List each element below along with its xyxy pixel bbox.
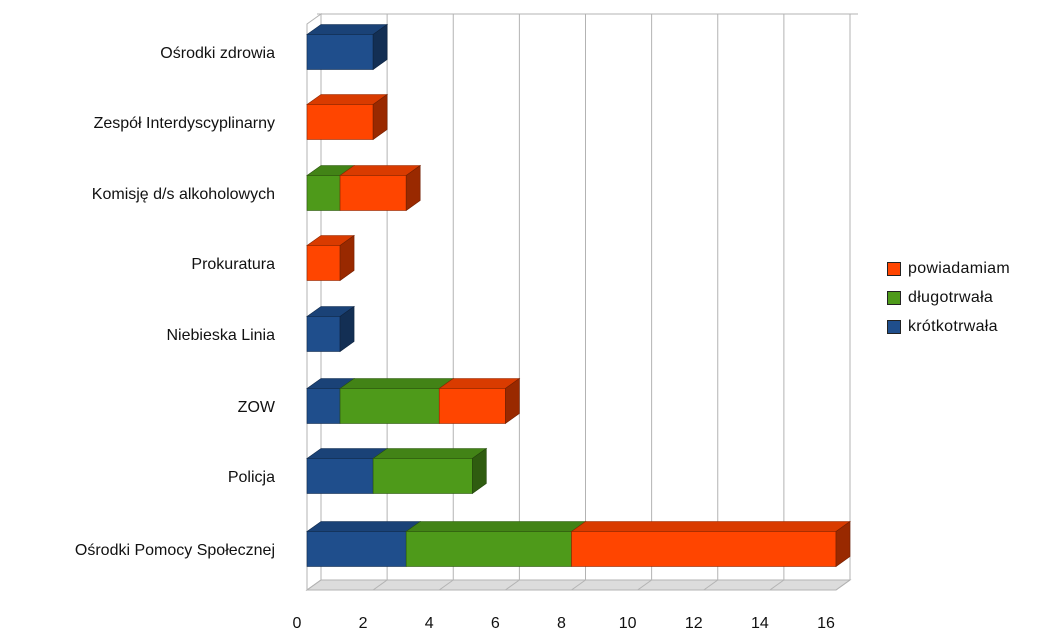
x-tick-label-8: 8 bbox=[557, 615, 566, 632]
y-category-label-prokuratura: Prokuratura bbox=[191, 256, 275, 273]
x-tick-label-0: 0 bbox=[293, 615, 302, 632]
chart-bars bbox=[307, 25, 850, 567]
bar-osrodki-pomocy-spolecznej-powiadamiam-top bbox=[572, 522, 851, 532]
x-tick-label-6: 6 bbox=[491, 615, 500, 632]
legend-label-dlugotrwala: długotrwała bbox=[908, 289, 993, 307]
bar-zow-powiadamiam bbox=[439, 389, 505, 424]
chart-axes bbox=[307, 14, 850, 590]
bar-osrodki-pomocy-spolecznej-powiadamiam bbox=[572, 532, 837, 567]
chart-grid bbox=[317, 14, 858, 580]
bar-policja-dlugotrwala bbox=[373, 459, 472, 494]
bar-komisje-d-s-alkoholowych-dlugotrwala bbox=[307, 176, 340, 211]
y-category-label-osrodki-pomocy-spolecznej: Ośrodki Pomocy Społecznej bbox=[75, 542, 275, 559]
bar-komisje-d-s-alkoholowych-powiadamiam bbox=[340, 176, 406, 211]
bar-osrodki-pomocy-spolecznej-krotkotrwala-top bbox=[307, 522, 420, 532]
y-category-label-policja: Policja bbox=[228, 469, 275, 486]
legend-item-dlugotrwala: długotrwała bbox=[887, 283, 1010, 312]
y-category-label-komisje-d-s-alkoholowych: Komisję d/s alkoholowych bbox=[92, 186, 275, 203]
x-tick-label-10: 10 bbox=[619, 615, 637, 632]
bar-prokuratura-powiadamiam bbox=[307, 246, 340, 281]
bar-policja-krotkotrwala bbox=[307, 459, 373, 494]
legend-label-krotkotrwala: krótkotrwała bbox=[908, 318, 998, 336]
bar-zow-krotkotrwala bbox=[307, 389, 340, 424]
legend-item-krotkotrwala: krótkotrwała bbox=[887, 312, 1010, 341]
x-tick-label-12: 12 bbox=[685, 615, 703, 632]
y-category-label-osrodki-zdrowia: Ośrodki zdrowia bbox=[160, 45, 275, 62]
legend-swatch-krotkotrwala bbox=[887, 320, 901, 334]
x-tick-label-16: 16 bbox=[817, 615, 835, 632]
y-category-label-zespol-interdyscyplinarny: Zespół Interdyscyplinarny bbox=[94, 115, 275, 132]
bar-osrodki-pomocy-spolecznej-dlugotrwala bbox=[406, 532, 571, 567]
bar-niebieska-linia-krotkotrwala bbox=[307, 317, 340, 352]
bar-osrodki-pomocy-spolecznej-krotkotrwala bbox=[307, 532, 406, 567]
bar-zow-dlugotrwala bbox=[340, 389, 439, 424]
legend-item-powiadamiam: powiadamiam bbox=[887, 254, 1010, 283]
legend-label-powiadamiam: powiadamiam bbox=[908, 260, 1010, 278]
bar-osrodki-zdrowia-krotkotrwala bbox=[307, 35, 373, 70]
y-category-label-niebieska-linia: Niebieska Linia bbox=[166, 327, 275, 344]
x-tick-label-14: 14 bbox=[751, 615, 769, 632]
y-category-label-zow: ZOW bbox=[238, 399, 276, 416]
x-tick-label-2: 2 bbox=[359, 615, 368, 632]
bar-zow-dlugotrwala-top bbox=[340, 379, 453, 389]
bar-policja-dlugotrwala-top bbox=[373, 449, 486, 459]
bar-zespol-interdyscyplinarny-powiadamiam bbox=[307, 105, 373, 140]
legend-swatch-dlugotrwala bbox=[887, 291, 901, 305]
bar-osrodki-pomocy-spolecznej-dlugotrwala-top bbox=[406, 522, 585, 532]
x-tick-label-4: 4 bbox=[425, 615, 434, 632]
legend-swatch-powiadamiam bbox=[887, 262, 901, 276]
chart-legend: powiadamiam długotrwała krótkotrwała bbox=[887, 254, 1010, 341]
